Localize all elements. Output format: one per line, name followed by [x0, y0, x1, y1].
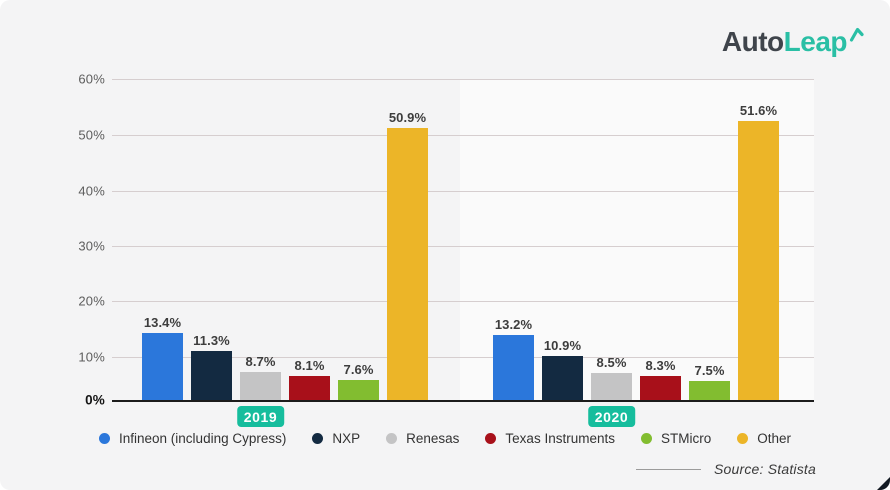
- legend-label: Renesas: [406, 431, 460, 446]
- legend-item-stmicro: STMicro: [640, 431, 712, 446]
- legend-dot-icon: [640, 433, 652, 444]
- bar-value-label: 8.5%: [596, 355, 627, 370]
- source: Source: Statista: [635, 461, 816, 477]
- bar: [338, 380, 379, 400]
- legend-dot-icon: [737, 433, 749, 444]
- bar-group-2020-other: 51.6%: [738, 103, 779, 400]
- legend-label: Other: [757, 431, 791, 446]
- bar-group-2019-stmicro: 7.6%: [338, 362, 379, 400]
- bar-group-2019-renesas: 8.7%: [240, 354, 281, 400]
- gridline: [112, 357, 814, 358]
- legend-item-texas-instruments: Texas Instruments: [485, 431, 615, 446]
- legend-label: NXP: [332, 431, 361, 446]
- corner-triangle: [877, 477, 890, 490]
- y-axis: 60% 50% 40% 30% 20% 10% 0%: [40, 72, 105, 408]
- gridline: [112, 246, 814, 247]
- bar-group-2020-texas-instruments: 8.3%: [640, 358, 681, 400]
- bar-group-2019-texas-instruments: 8.1%: [289, 358, 330, 400]
- bar: [493, 335, 534, 400]
- bar: [191, 351, 232, 400]
- bar-value-label: 7.5%: [694, 363, 725, 378]
- bar-value-label: 13.4%: [143, 315, 182, 330]
- y-tick-label: 40%: [78, 183, 105, 199]
- bar: [387, 128, 428, 400]
- legend-dot-icon: [386, 433, 398, 444]
- bar: [142, 333, 183, 400]
- bar-group-2020-stmicro: 7.5%: [689, 363, 730, 400]
- bar: [689, 381, 730, 400]
- source-divider-line: [635, 468, 701, 470]
- year-badge-2019: 2019: [236, 406, 285, 427]
- bar-group-2020-nxp: 10.9%: [542, 338, 583, 400]
- y-tick-label: 60%: [78, 71, 105, 87]
- logo-text-leap: Leap: [783, 26, 848, 57]
- legend-label: Texas Instruments: [505, 431, 615, 446]
- legend-dot-icon: [99, 433, 111, 444]
- gridline: [112, 191, 814, 192]
- legend-item-nxp: NXP: [312, 431, 360, 446]
- y-tick-label: 50%: [78, 127, 105, 143]
- bar-group-2020-renesas: 8.5%: [591, 355, 632, 400]
- legend-item-renesas: Renesas: [386, 431, 459, 446]
- source-text: Source: Statista: [713, 461, 816, 477]
- gridline: [112, 301, 814, 302]
- y-tick-label: 30%: [78, 238, 105, 254]
- bar: [591, 373, 632, 400]
- bar-value-label: 8.3%: [645, 358, 676, 373]
- bar: [542, 356, 583, 400]
- bar: [289, 376, 330, 400]
- bar-value-label: 10.9%: [543, 338, 582, 353]
- legend-item-infineon-including-cypress-: Infineon (including Cypress): [99, 431, 286, 446]
- legend-item-other: Other: [737, 431, 791, 446]
- y-tick-label: 20%: [78, 293, 105, 309]
- bar-value-label: 7.6%: [343, 362, 374, 377]
- autoleap-logo: Auto Leap: [722, 26, 864, 58]
- legend-label: STMicro: [660, 431, 712, 446]
- bar-value-label: 13.2%: [494, 317, 533, 332]
- legend-label: Infineon (including Cypress): [119, 431, 287, 446]
- gridline: [112, 79, 814, 80]
- logo-text-auto: Auto: [721, 26, 784, 57]
- bar-value-label: 8.1%: [294, 358, 325, 373]
- plot-area: 13.4% 11.3% 8.7% 8.1% 7.6% 50.9% 13.2% 10.9% 8.5…: [112, 79, 814, 402]
- gridline: [112, 135, 814, 136]
- year-badge-2020: 2020: [587, 406, 636, 427]
- logo-arrow-icon: [849, 27, 864, 42]
- bar: [738, 121, 779, 400]
- bar-group-2020-infineon-including-cypress-: 13.2%: [493, 317, 534, 400]
- y-tick-label: 0%: [85, 392, 105, 408]
- bar-group-2019-infineon-including-cypress-: 13.4%: [142, 315, 183, 400]
- bar: [240, 372, 281, 400]
- legend-dot-icon: [312, 433, 324, 444]
- legend: Infineon (including Cypress) NXP Renesas Te…: [0, 431, 890, 446]
- bar-value-label: 51.6%: [739, 103, 778, 118]
- bar: [640, 376, 681, 400]
- bar-value-label: 11.3%: [193, 333, 230, 348]
- legend-dot-icon: [485, 433, 497, 444]
- bar-value-label: 8.7%: [245, 354, 276, 369]
- bar-group-2019-other: 50.9%: [387, 110, 428, 400]
- bar-value-label: 50.9%: [388, 110, 427, 125]
- y-tick-label: 10%: [78, 349, 105, 365]
- bar-group-2019-nxp: 11.3%: [191, 333, 232, 400]
